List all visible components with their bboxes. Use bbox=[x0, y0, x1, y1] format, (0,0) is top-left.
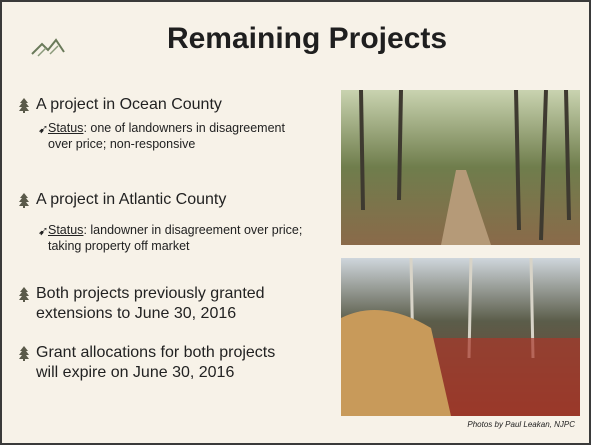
slide-title: Remaining Projects bbox=[166, 22, 448, 55]
status-text: : one of landowners in disagreement over… bbox=[48, 121, 285, 151]
status-text: : landowner in disagreement over price; … bbox=[48, 223, 303, 253]
bullet-icon bbox=[19, 287, 29, 302]
bullet: A project in Ocean County bbox=[36, 96, 222, 113]
sub-bullet-icon: ➹ bbox=[38, 224, 49, 238]
photo-autumn-forest bbox=[341, 258, 580, 416]
bullet-icon bbox=[19, 98, 29, 113]
status-label: Status bbox=[48, 121, 84, 135]
bullet-icon bbox=[19, 346, 29, 361]
photo-credit: Photos by Paul Leakan, NJPC bbox=[467, 420, 575, 429]
status-label: Status bbox=[48, 223, 84, 237]
sub-bullet-icon: ➹ bbox=[38, 122, 49, 136]
bullet: Both projects previously granted extensi… bbox=[36, 285, 265, 322]
bullet: Grant allocations for both projects will… bbox=[36, 344, 276, 381]
photo-forest-path bbox=[341, 90, 580, 245]
logo bbox=[31, 38, 65, 57]
sub-bullet: Status: one of landowners in disagreemen… bbox=[48, 120, 298, 152]
bullet-icon bbox=[19, 193, 29, 208]
sub-bullet: Status: landowner in disagreement over p… bbox=[48, 222, 328, 254]
bullet: A project in Atlantic County bbox=[36, 191, 227, 208]
